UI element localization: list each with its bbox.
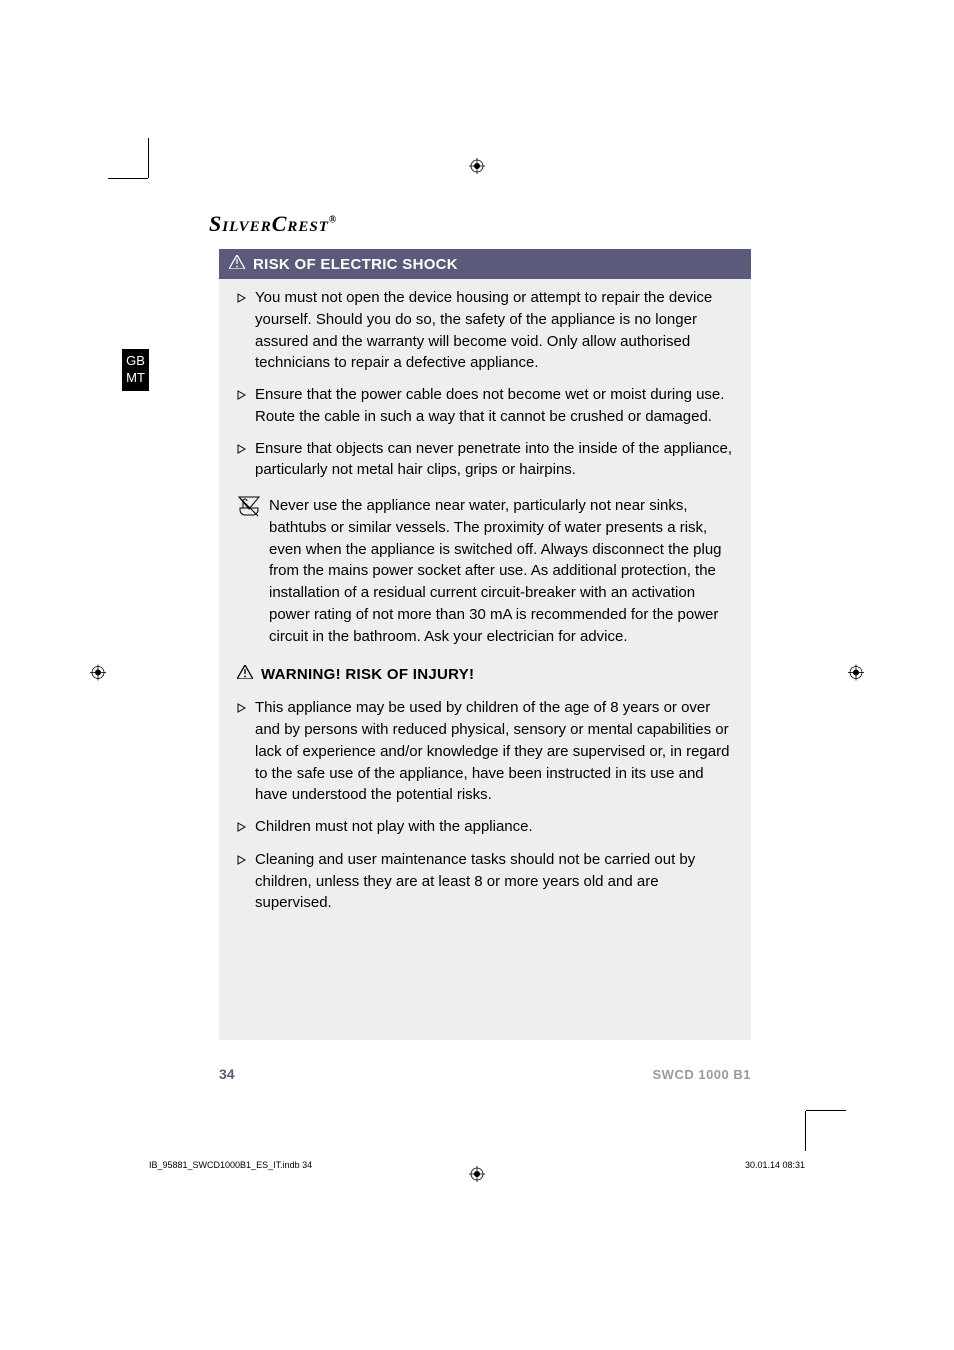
- bullet-triangle-icon: [237, 817, 247, 839]
- bullet-triangle-icon: [237, 850, 247, 914]
- bullet-item: Cleaning and user maintenance tasks shou…: [237, 849, 733, 914]
- bullet-triangle-icon: [237, 288, 247, 374]
- section2-bullets: This appliance may be used by children o…: [219, 689, 751, 928]
- bullet-item: Ensure that objects can never penetrate …: [237, 438, 733, 482]
- bullet-item: You must not open the device housing or …: [237, 287, 733, 374]
- water-warning-paragraph: Never use the appliance near water, part…: [219, 495, 751, 651]
- language-tab-line1: GB: [122, 353, 149, 370]
- registration-mark-bottom: [469, 1166, 485, 1187]
- bullet-text: This appliance may be used by children o…: [255, 697, 733, 806]
- risk-injury-label: WARNING! RISK OF INJURY!: [261, 666, 474, 683]
- section1-bullets: You must not open the device housing or …: [219, 279, 751, 495]
- content-panel: RISK OF ELECTRIC SHOCK You must not open…: [219, 249, 751, 1040]
- registration-mark-top: [469, 158, 485, 179]
- bullet-triangle-icon: [237, 385, 247, 428]
- page-area: SilverCrest® GB MT RISK OF ELECTRIC SHOC…: [149, 179, 806, 1110]
- bullet-triangle-icon: [237, 439, 247, 482]
- bullet-item: This appliance may be used by children o…: [237, 697, 733, 806]
- crop-mark: [148, 138, 149, 178]
- print-slug-left: IB_95881_SWCD1000B1_ES_IT.indb 34: [149, 1160, 312, 1170]
- language-tab-line2: MT: [122, 370, 149, 387]
- risk-electric-shock-heading: RISK OF ELECTRIC SHOCK: [219, 249, 751, 279]
- brand-logo: SilverCrest®: [209, 211, 337, 237]
- print-slug-right: 30.01.14 08:31: [745, 1160, 805, 1170]
- no-water-bathtub-icon: [237, 495, 261, 647]
- risk-electric-shock-label: RISK OF ELECTRIC SHOCK: [253, 256, 458, 273]
- bullet-item: Children must not play with the applianc…: [237, 816, 733, 839]
- bullet-text: Ensure that objects can never penetrate …: [255, 438, 733, 482]
- crop-mark: [806, 1110, 846, 1111]
- language-tab: GB MT: [122, 349, 149, 391]
- page-number: 34: [219, 1066, 235, 1082]
- bullet-text: Cleaning and user maintenance tasks shou…: [255, 849, 733, 914]
- bullet-triangle-icon: [237, 698, 247, 806]
- brand-registered: ®: [329, 215, 337, 226]
- risk-injury-heading: WARNING! RISK OF INJURY!: [219, 651, 751, 689]
- bullet-item: Ensure that the power cable does not bec…: [237, 384, 733, 428]
- bullet-text: Ensure that the power cable does not bec…: [255, 384, 733, 428]
- crop-mark: [108, 178, 148, 179]
- warning-triangle-icon: [237, 665, 253, 683]
- crop-mark: [805, 1111, 806, 1151]
- bullet-text: You must not open the device housing or …: [255, 287, 733, 374]
- water-warning-text: Never use the appliance near water, part…: [269, 495, 733, 647]
- registration-mark-right: [848, 665, 864, 686]
- bullet-text: Children must not play with the applianc…: [255, 816, 733, 839]
- warning-triangle-icon: [229, 255, 245, 273]
- brand-text: SilverCrest: [209, 211, 329, 236]
- model-code: SWCD 1000 B1: [653, 1067, 751, 1082]
- registration-mark-left: [90, 665, 106, 686]
